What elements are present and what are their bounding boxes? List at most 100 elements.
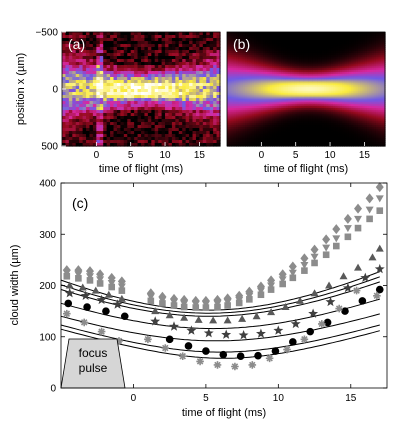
heatmap-cell xyxy=(238,127,242,130)
heatmap-cell xyxy=(154,50,159,54)
heatmap-cell xyxy=(260,81,264,84)
heatmap-cell xyxy=(171,80,176,84)
heatmap-cell xyxy=(127,83,132,87)
heatmap-cell xyxy=(96,38,101,42)
heatmap-cell xyxy=(79,62,84,66)
heatmap-cell xyxy=(265,60,269,63)
heatmap-cell xyxy=(99,47,104,51)
heatmap-cell xyxy=(299,81,303,84)
heatmap-cell xyxy=(278,33,282,37)
heatmap-cell xyxy=(113,65,118,69)
heatmap-cell xyxy=(321,144,325,147)
heatmap-cell xyxy=(79,125,84,129)
heatmap-cell xyxy=(206,104,211,108)
heatmap-cell xyxy=(89,68,94,72)
heatmap-cell xyxy=(209,50,214,54)
heatmap-cell xyxy=(333,43,336,46)
heatmap-cell xyxy=(245,75,248,79)
heatmap-cell xyxy=(137,47,142,51)
heatmap-cell xyxy=(326,60,330,63)
heatmap-cell xyxy=(236,119,239,122)
heatmap-cell xyxy=(213,65,218,69)
heatmap-cell xyxy=(339,123,343,126)
heatmap-cell xyxy=(110,32,115,36)
heatmap-cell xyxy=(249,56,253,60)
heatmap-cell xyxy=(154,131,159,135)
heatmap-cell xyxy=(151,110,156,114)
heatmap-cell xyxy=(238,43,242,46)
heatmap-cell xyxy=(161,77,166,81)
heatmap-cell xyxy=(144,35,149,39)
heatmap-cell xyxy=(317,41,321,44)
heatmap-cell xyxy=(344,37,348,41)
heatmap-cell xyxy=(292,134,296,138)
heatmap-cell xyxy=(161,140,166,144)
heatmap-cell xyxy=(326,142,330,145)
heatmap-cell xyxy=(344,138,348,141)
heatmap-cell xyxy=(260,132,264,136)
heatmap-cell xyxy=(168,53,173,57)
heatmap-cell xyxy=(269,62,273,65)
heatmap-cell xyxy=(75,32,80,36)
heatmap-cell xyxy=(65,128,70,132)
heatmap-cell xyxy=(141,92,146,96)
heatmap-cell xyxy=(113,80,118,84)
heatmap-cell xyxy=(216,134,221,138)
heatmap-cell xyxy=(206,56,211,60)
heatmap-cell xyxy=(72,92,77,96)
heatmap-cell xyxy=(281,94,285,98)
heatmap-cell xyxy=(216,92,221,96)
heatmap-cell xyxy=(92,140,97,144)
heatmap-cell xyxy=(328,117,332,120)
heatmap-cell xyxy=(209,113,214,117)
heatmap-cell xyxy=(285,125,289,128)
heatmap-cell xyxy=(290,52,294,56)
heatmap-cell xyxy=(283,68,287,71)
heatmap-cell xyxy=(229,83,233,86)
heatmap-cell xyxy=(294,45,298,48)
heatmap-cell xyxy=(317,56,321,60)
heatmap-cell xyxy=(242,138,246,141)
heatmap-cell xyxy=(247,43,251,46)
heatmap-cell xyxy=(256,33,260,37)
heatmap-cell xyxy=(254,142,257,145)
heatmap-cell xyxy=(292,136,296,139)
heatmap-cell xyxy=(158,119,163,123)
heatmap-cell xyxy=(72,38,77,42)
heatmap-cell xyxy=(258,49,262,52)
heatmap-cell xyxy=(276,62,280,65)
heatmap-cell xyxy=(89,62,94,66)
heatmap-cell xyxy=(276,51,280,54)
heatmap-cell xyxy=(123,83,128,87)
heatmap-cell xyxy=(292,90,296,94)
heatmap-cell xyxy=(99,137,104,141)
heatmap-cell xyxy=(178,59,183,63)
panel-a-xlabel: time of flight (ms) xyxy=(99,163,183,175)
heatmap-cell xyxy=(319,45,323,48)
heatmap-cell xyxy=(319,33,323,37)
heatmap-cell xyxy=(276,111,280,115)
heatmap-cell xyxy=(330,73,334,77)
heatmap-cell xyxy=(335,52,339,56)
heatmap-cell xyxy=(337,49,341,52)
heatmap-cell xyxy=(245,121,248,124)
heatmap-cell xyxy=(278,66,282,69)
heatmap-cell xyxy=(245,119,248,122)
heatmap-cell xyxy=(285,45,289,48)
heatmap-cell xyxy=(294,64,298,67)
heatmap-cell xyxy=(344,106,348,109)
heatmap-cell xyxy=(303,138,307,141)
heatmap-cell xyxy=(251,87,255,90)
heatmap-cell xyxy=(306,108,309,111)
heatmap-cell xyxy=(106,74,111,78)
heatmap-cell xyxy=(292,127,296,130)
heatmap-cell xyxy=(319,140,323,143)
heatmap-cell xyxy=(265,140,269,143)
heatmap-cell xyxy=(287,85,291,88)
heatmap-cell xyxy=(312,128,316,132)
heatmap-cell xyxy=(192,80,197,84)
heatmap-cell xyxy=(134,113,139,117)
heatmap-cell xyxy=(303,109,307,113)
heatmap-cell xyxy=(306,102,309,105)
heatmap-cell xyxy=(106,131,111,135)
